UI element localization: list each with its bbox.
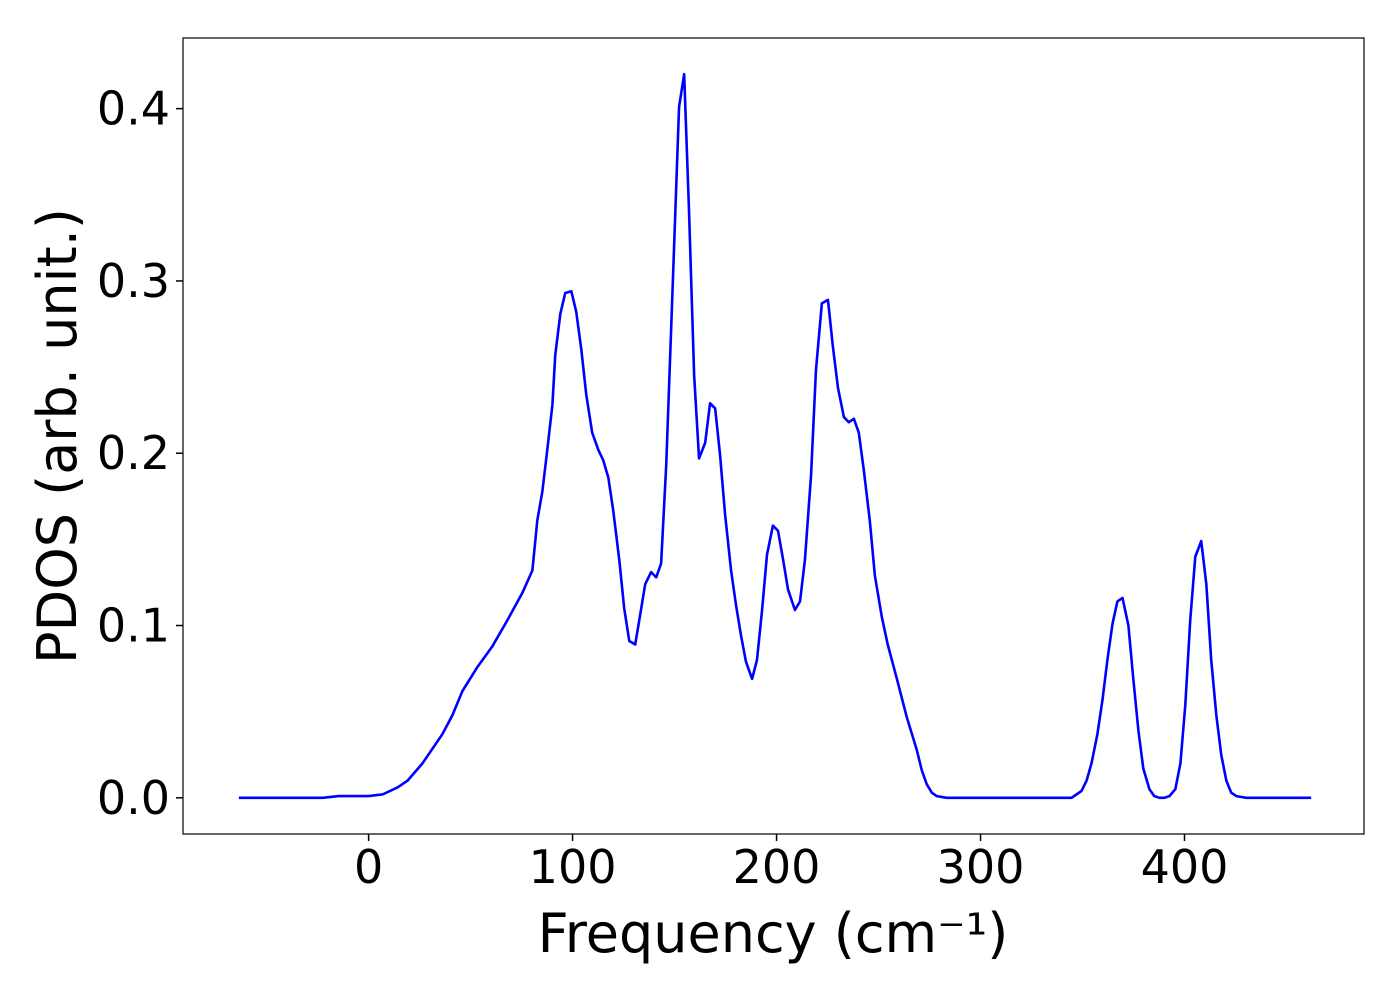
x-tick-label: 0 [354,840,383,894]
y-tick-label: 0.1 [97,599,170,653]
x-tick-label: 100 [529,840,617,894]
x-tick-label: 400 [1141,840,1229,894]
x-tick-label: 200 [733,840,821,894]
y-axis-label: PDOS (arb. unit.) [26,208,89,664]
y-tick-label: 0.0 [97,771,170,825]
y-tick-label: 0.2 [97,426,170,480]
plot-frame [182,37,1365,835]
y-tick-label: 0.3 [97,254,170,308]
y-tick-label: 0.4 [97,82,170,136]
line [238,72,1312,800]
x-tick-label: 300 [937,840,1025,894]
x-axis-label: Frequency (cm⁻¹) [538,902,1009,965]
